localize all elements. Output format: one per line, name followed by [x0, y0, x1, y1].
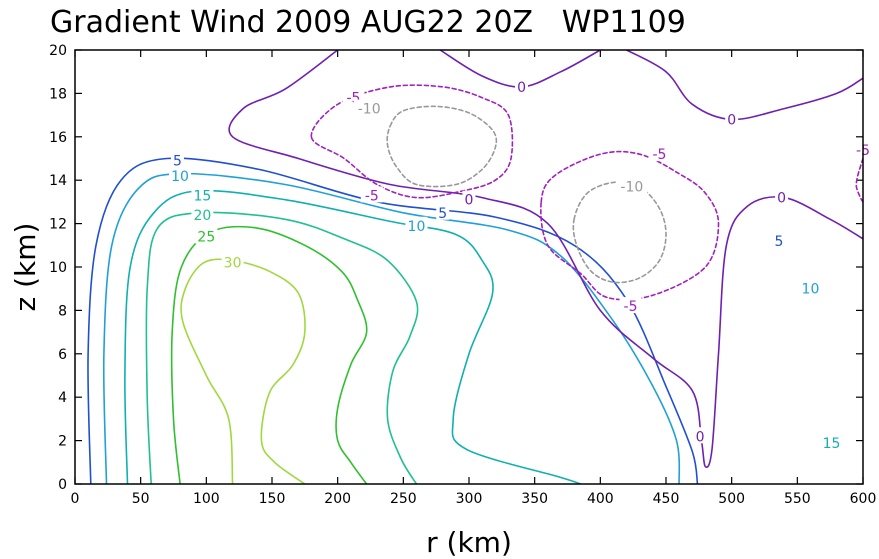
contour-label: 5	[173, 154, 182, 170]
contour-label-bg	[221, 253, 244, 270]
contour-label: 20	[193, 208, 211, 224]
y-axis-label: z (km)	[9, 223, 42, 312]
contour-line-10	[102, 172, 681, 484]
contour-label-bg	[436, 203, 450, 220]
contour-label: 30	[224, 256, 242, 272]
x-tick-label: 100	[193, 491, 220, 507]
contour-line-20	[145, 211, 419, 484]
contour-label-bg	[648, 145, 671, 162]
contour-label-bg	[360, 186, 383, 203]
contour-label-bg	[169, 166, 192, 183]
y-tick-label: 18	[49, 86, 67, 102]
x-tick-label: 600	[850, 491, 877, 507]
plot-frame	[74, 49, 864, 485]
contour-line-5	[87, 157, 699, 484]
x-tick-label: 400	[587, 491, 614, 507]
contour-label-bg	[693, 427, 707, 444]
contour-label: 10	[408, 219, 426, 235]
contour-line--10	[572, 181, 667, 284]
y-tick-label: 8	[58, 303, 67, 319]
chart-title: Gradient Wind 2009 AUG22 20Z WP1109	[50, 5, 686, 40]
x-tick-label: 450	[653, 491, 680, 507]
contour-line--5	[310, 84, 514, 199]
contour-label-bg	[195, 227, 218, 244]
contour-line--5	[855, 157, 863, 203]
y-tick-label: 6	[58, 347, 67, 363]
contour-label-bg	[772, 231, 786, 248]
contour-lines	[87, 50, 863, 484]
contour-label-bg	[725, 110, 739, 127]
contour-label-bg	[616, 177, 648, 194]
y-tick-label: 14	[49, 173, 67, 189]
contour-label-bg	[170, 151, 184, 168]
contour-line-0	[228, 50, 863, 468]
y-tick-label: 20	[49, 43, 67, 59]
contour-label: 25	[197, 230, 215, 246]
contour-label-bg	[353, 99, 385, 116]
contour-label: 0	[465, 193, 474, 209]
y-tick-label: 0	[58, 477, 67, 493]
contour-label: 5	[774, 234, 783, 250]
x-tick-label: 300	[456, 491, 483, 507]
axis-ticks: 0 50 100 150 200 250 300 350 400 450 500 550 6000246…	[49, 43, 876, 507]
contour-label-bg	[191, 205, 214, 222]
x-tick-label: 250	[390, 491, 417, 507]
y-tick-label: 4	[58, 390, 67, 406]
contour-label: 0	[777, 191, 786, 207]
contour-label: -5	[652, 147, 666, 163]
contour-label: 0	[517, 80, 526, 96]
x-tick-label: 500	[718, 491, 745, 507]
y-tick-label: 16	[49, 130, 67, 146]
contour-line-0	[625, 50, 863, 121]
contour-line-30	[180, 258, 306, 484]
contour-label-bg	[820, 433, 843, 450]
x-axis-label: r (km)	[426, 526, 512, 559]
contour-label-bg	[405, 216, 428, 233]
x-tick-label: 150	[259, 491, 286, 507]
contour-label: -5	[624, 299, 638, 315]
x-tick-label: 350	[521, 491, 548, 507]
x-tick-label: 200	[324, 491, 351, 507]
contour-label: 15	[823, 436, 841, 452]
contour-label-bg	[799, 279, 822, 296]
contour-label: -5	[365, 188, 379, 204]
x-tick-label: 50	[132, 491, 150, 507]
contour-label: -10	[358, 102, 381, 118]
y-tick-label: 10	[49, 260, 67, 276]
y-tick-label: 12	[49, 217, 67, 233]
contour-label: -10	[620, 180, 643, 196]
contour-label-bg	[515, 77, 529, 94]
contour-label: 5	[438, 206, 447, 222]
contour-label-bg	[191, 186, 214, 203]
x-tick-label: 550	[784, 491, 811, 507]
contour-label: 10	[171, 169, 189, 185]
contour-label: 15	[193, 188, 211, 204]
contour-label-bg	[619, 297, 642, 314]
contour-label-bg	[775, 188, 789, 205]
contour-label-bg	[462, 190, 476, 207]
contour-label: 0	[727, 112, 736, 128]
contour-line--10	[386, 105, 498, 188]
contour-label: 0	[696, 429, 705, 445]
x-tick-label: 0	[71, 491, 80, 507]
contour-line-25	[170, 225, 368, 484]
contour-label: 10	[802, 282, 820, 298]
contour-line--5	[540, 150, 720, 301]
y-tick-label: 2	[58, 434, 67, 450]
contour-line-15	[124, 189, 582, 484]
